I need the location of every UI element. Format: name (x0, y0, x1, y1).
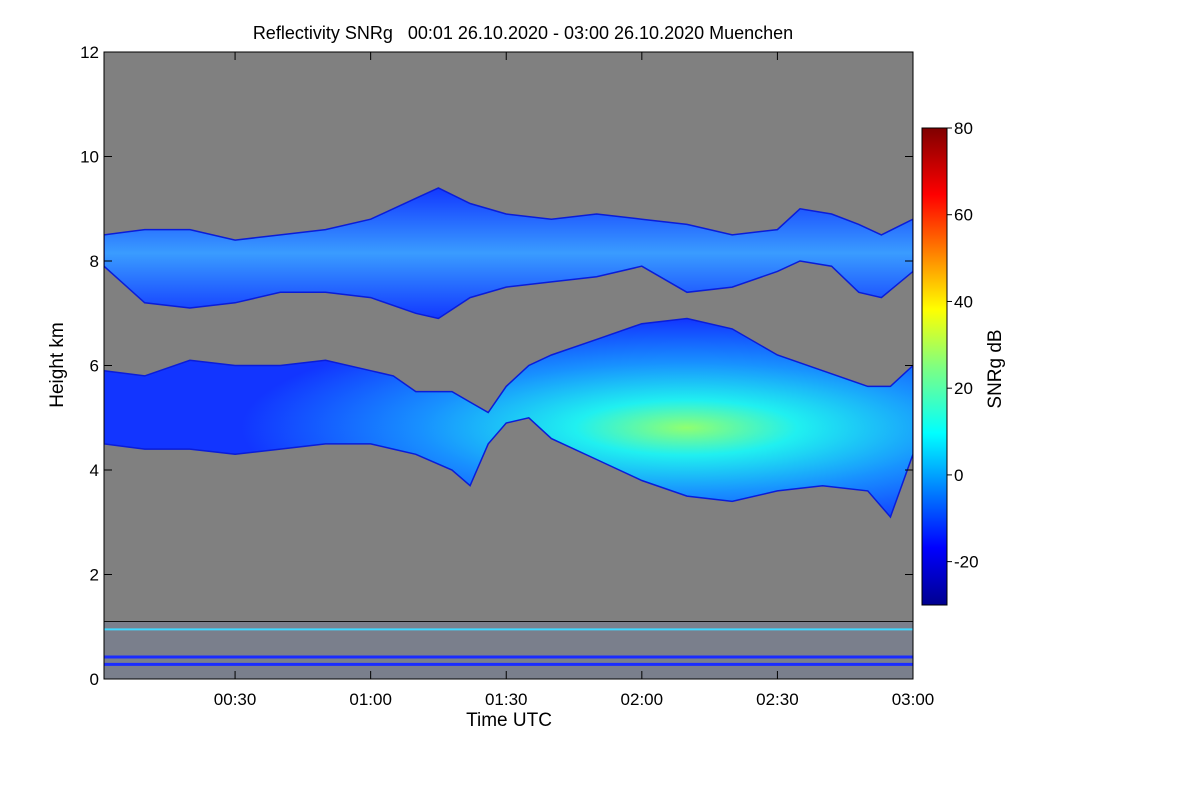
colorbar-tick-label: 40 (954, 292, 973, 311)
x-tick-label: 03:00 (892, 690, 935, 709)
colorbar-tick-label: 0 (954, 466, 963, 485)
x-tick-label: 00:30 (214, 690, 257, 709)
colorbar (921, 127, 948, 606)
cloud-layer-upper (104, 187, 913, 320)
y-tick-label: 0 (90, 670, 99, 689)
colorbar-tick-label: -20 (954, 553, 979, 572)
y-tick-label: 12 (80, 43, 99, 62)
x-tick-label: 02:30 (756, 690, 799, 709)
y-tick-label: 6 (90, 357, 99, 376)
x-tick-label: 02:00 (621, 690, 664, 709)
x-axis-title: Time UTC (466, 710, 552, 731)
colorbar-tick-label: 80 (954, 119, 973, 138)
y-tick-label: 2 (90, 566, 99, 585)
colorbar-title: SNRg dB (985, 329, 1006, 408)
x-tick-label: 01:00 (349, 690, 392, 709)
y-tick-label: 4 (90, 461, 99, 480)
cloud-layer-lower (104, 317, 913, 519)
x-tick-label: 01:30 (485, 690, 528, 709)
y-axis-title: Height km (47, 322, 68, 408)
ground-clutter-region (104, 621, 913, 679)
y-tick-label: 8 (90, 252, 99, 271)
chart-title: Reflectivity SNRg 00:01 26.10.2020 - 03:… (253, 23, 793, 43)
y-tick-label: 10 (80, 148, 99, 167)
colorbar-tick-label: 20 (954, 379, 973, 398)
colorbar-tick-label: 60 (954, 206, 973, 225)
